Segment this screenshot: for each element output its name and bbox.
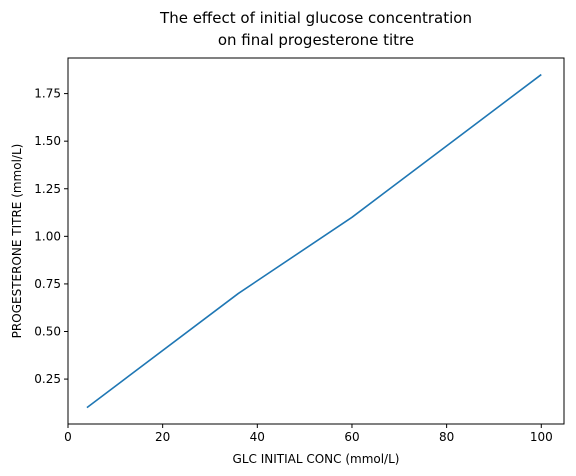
chart-title-line-1: The effect of initial glucose concentrat…	[159, 9, 472, 27]
y-tick-label: 0.25	[34, 372, 61, 386]
chart-title-line-2: on final progesterone titre	[218, 31, 414, 49]
x-tick-label: 20	[155, 430, 170, 444]
x-tick-label: 100	[530, 430, 553, 444]
y-tick-label: 1.00	[34, 229, 61, 243]
x-tick-label: 40	[250, 430, 265, 444]
plot-area: 0 20 40 60 80 100 0.25 0.50 0.75 1.00 1.25 1.50 1.7…	[34, 58, 564, 444]
x-tick-label: 60	[344, 430, 359, 444]
y-tick-label: 1.25	[34, 182, 61, 196]
series-line	[87, 75, 541, 408]
y-tick-label: 0.50	[34, 325, 61, 339]
y-axis-label: PROGESTERONE TITRE (mmol/L)	[10, 144, 24, 339]
y-tick-label: 0.75	[34, 277, 61, 291]
series-layer	[87, 75, 541, 408]
y-axis-ticks: 0.25 0.50 0.75 1.00 1.25 1.50 1.75	[34, 87, 68, 386]
y-tick-label: 1.50	[34, 134, 61, 148]
x-tick-label: 80	[439, 430, 454, 444]
x-axis-ticks: 0 20 40 60 80 100	[64, 424, 553, 444]
y-tick-label: 1.75	[34, 87, 61, 101]
x-tick-label: 0	[64, 430, 72, 444]
x-axis-label: GLC INITIAL CONC (mmol/L)	[233, 452, 400, 466]
